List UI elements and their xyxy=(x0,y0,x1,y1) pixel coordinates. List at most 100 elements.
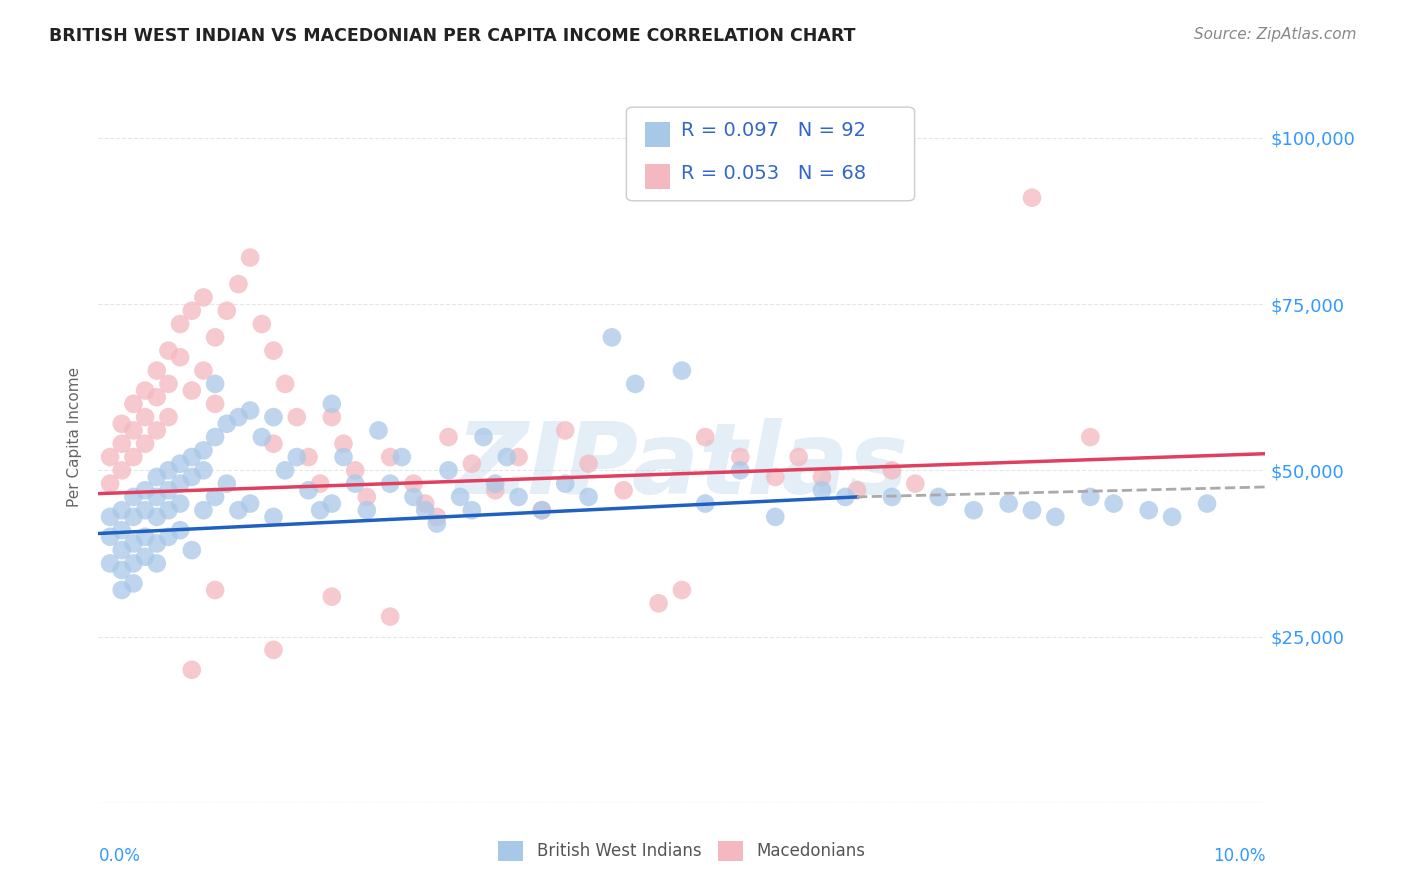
Point xyxy=(508,450,530,464)
Point xyxy=(239,251,262,265)
Point xyxy=(134,384,156,398)
Point xyxy=(695,497,717,511)
Point xyxy=(530,503,553,517)
Point xyxy=(811,470,834,484)
Point xyxy=(461,457,484,471)
Point xyxy=(204,397,226,411)
Point xyxy=(157,530,180,544)
Point xyxy=(98,476,121,491)
Point xyxy=(180,384,202,398)
Point xyxy=(169,497,191,511)
Point xyxy=(763,470,786,484)
Legend: British West Indians, Macedonians: British West Indians, Macedonians xyxy=(492,834,872,868)
Point xyxy=(380,476,402,491)
Point xyxy=(554,424,576,438)
Point xyxy=(204,490,226,504)
Point xyxy=(111,523,134,537)
Point xyxy=(111,463,134,477)
Point xyxy=(215,303,238,318)
Point xyxy=(600,330,623,344)
Point xyxy=(146,509,169,524)
Point xyxy=(228,503,250,517)
Point xyxy=(1161,509,1184,524)
Text: Source: ZipAtlas.com: Source: ZipAtlas.com xyxy=(1194,27,1357,42)
Point xyxy=(157,483,180,498)
Point xyxy=(321,497,343,511)
Point xyxy=(1195,497,1218,511)
Point xyxy=(437,430,460,444)
Point xyxy=(239,497,262,511)
Point xyxy=(239,403,262,417)
Point xyxy=(695,430,717,444)
Point xyxy=(204,376,226,391)
Point xyxy=(228,277,250,292)
Point xyxy=(146,490,169,504)
Point xyxy=(928,490,950,504)
Point xyxy=(98,509,121,524)
Point xyxy=(437,463,460,477)
Point xyxy=(122,424,145,438)
Point xyxy=(169,317,191,331)
Point xyxy=(391,450,413,464)
Point xyxy=(1021,191,1043,205)
Point xyxy=(402,490,425,504)
Point xyxy=(962,503,984,517)
Point xyxy=(647,596,669,610)
Point xyxy=(332,450,354,464)
Point xyxy=(146,470,169,484)
Point xyxy=(215,417,238,431)
Point xyxy=(111,563,134,577)
Text: ZIPatlas: ZIPatlas xyxy=(456,417,908,515)
Point xyxy=(262,509,284,524)
Point xyxy=(122,557,145,571)
Point xyxy=(98,450,121,464)
Point xyxy=(880,490,903,504)
Point xyxy=(356,503,378,517)
Point xyxy=(367,424,389,438)
Point xyxy=(285,410,308,425)
Point xyxy=(297,483,319,498)
Point xyxy=(1137,503,1160,517)
Point xyxy=(146,536,169,550)
Point xyxy=(671,582,693,597)
Point xyxy=(309,503,332,517)
Point xyxy=(297,450,319,464)
Point xyxy=(1045,509,1067,524)
Point xyxy=(122,397,145,411)
Point xyxy=(157,463,180,477)
Text: BRITISH WEST INDIAN VS MACEDONIAN PER CAPITA INCOME CORRELATION CHART: BRITISH WEST INDIAN VS MACEDONIAN PER CA… xyxy=(49,27,856,45)
Point xyxy=(180,543,202,558)
Point xyxy=(122,576,145,591)
Point xyxy=(530,503,553,517)
Point xyxy=(496,450,519,464)
Point xyxy=(98,530,121,544)
Point xyxy=(730,463,752,477)
Point xyxy=(157,410,180,425)
Point xyxy=(228,410,250,425)
Point xyxy=(262,643,284,657)
Point xyxy=(1080,430,1102,444)
Point xyxy=(787,450,810,464)
Point xyxy=(321,590,343,604)
Point xyxy=(484,483,506,498)
Point xyxy=(262,410,284,425)
Point xyxy=(193,463,215,477)
Point xyxy=(146,424,169,438)
Point xyxy=(484,476,506,491)
Point xyxy=(274,376,297,391)
Point xyxy=(472,430,495,444)
Point xyxy=(413,497,436,511)
Point xyxy=(426,516,449,531)
Point xyxy=(624,376,647,391)
Point xyxy=(344,476,367,491)
Point xyxy=(180,470,202,484)
Point xyxy=(111,417,134,431)
Point xyxy=(309,476,332,491)
Point xyxy=(204,430,226,444)
Point xyxy=(180,450,202,464)
Point xyxy=(508,490,530,504)
Point xyxy=(193,443,215,458)
Point xyxy=(250,430,273,444)
Point xyxy=(880,463,903,477)
Point xyxy=(204,330,226,344)
